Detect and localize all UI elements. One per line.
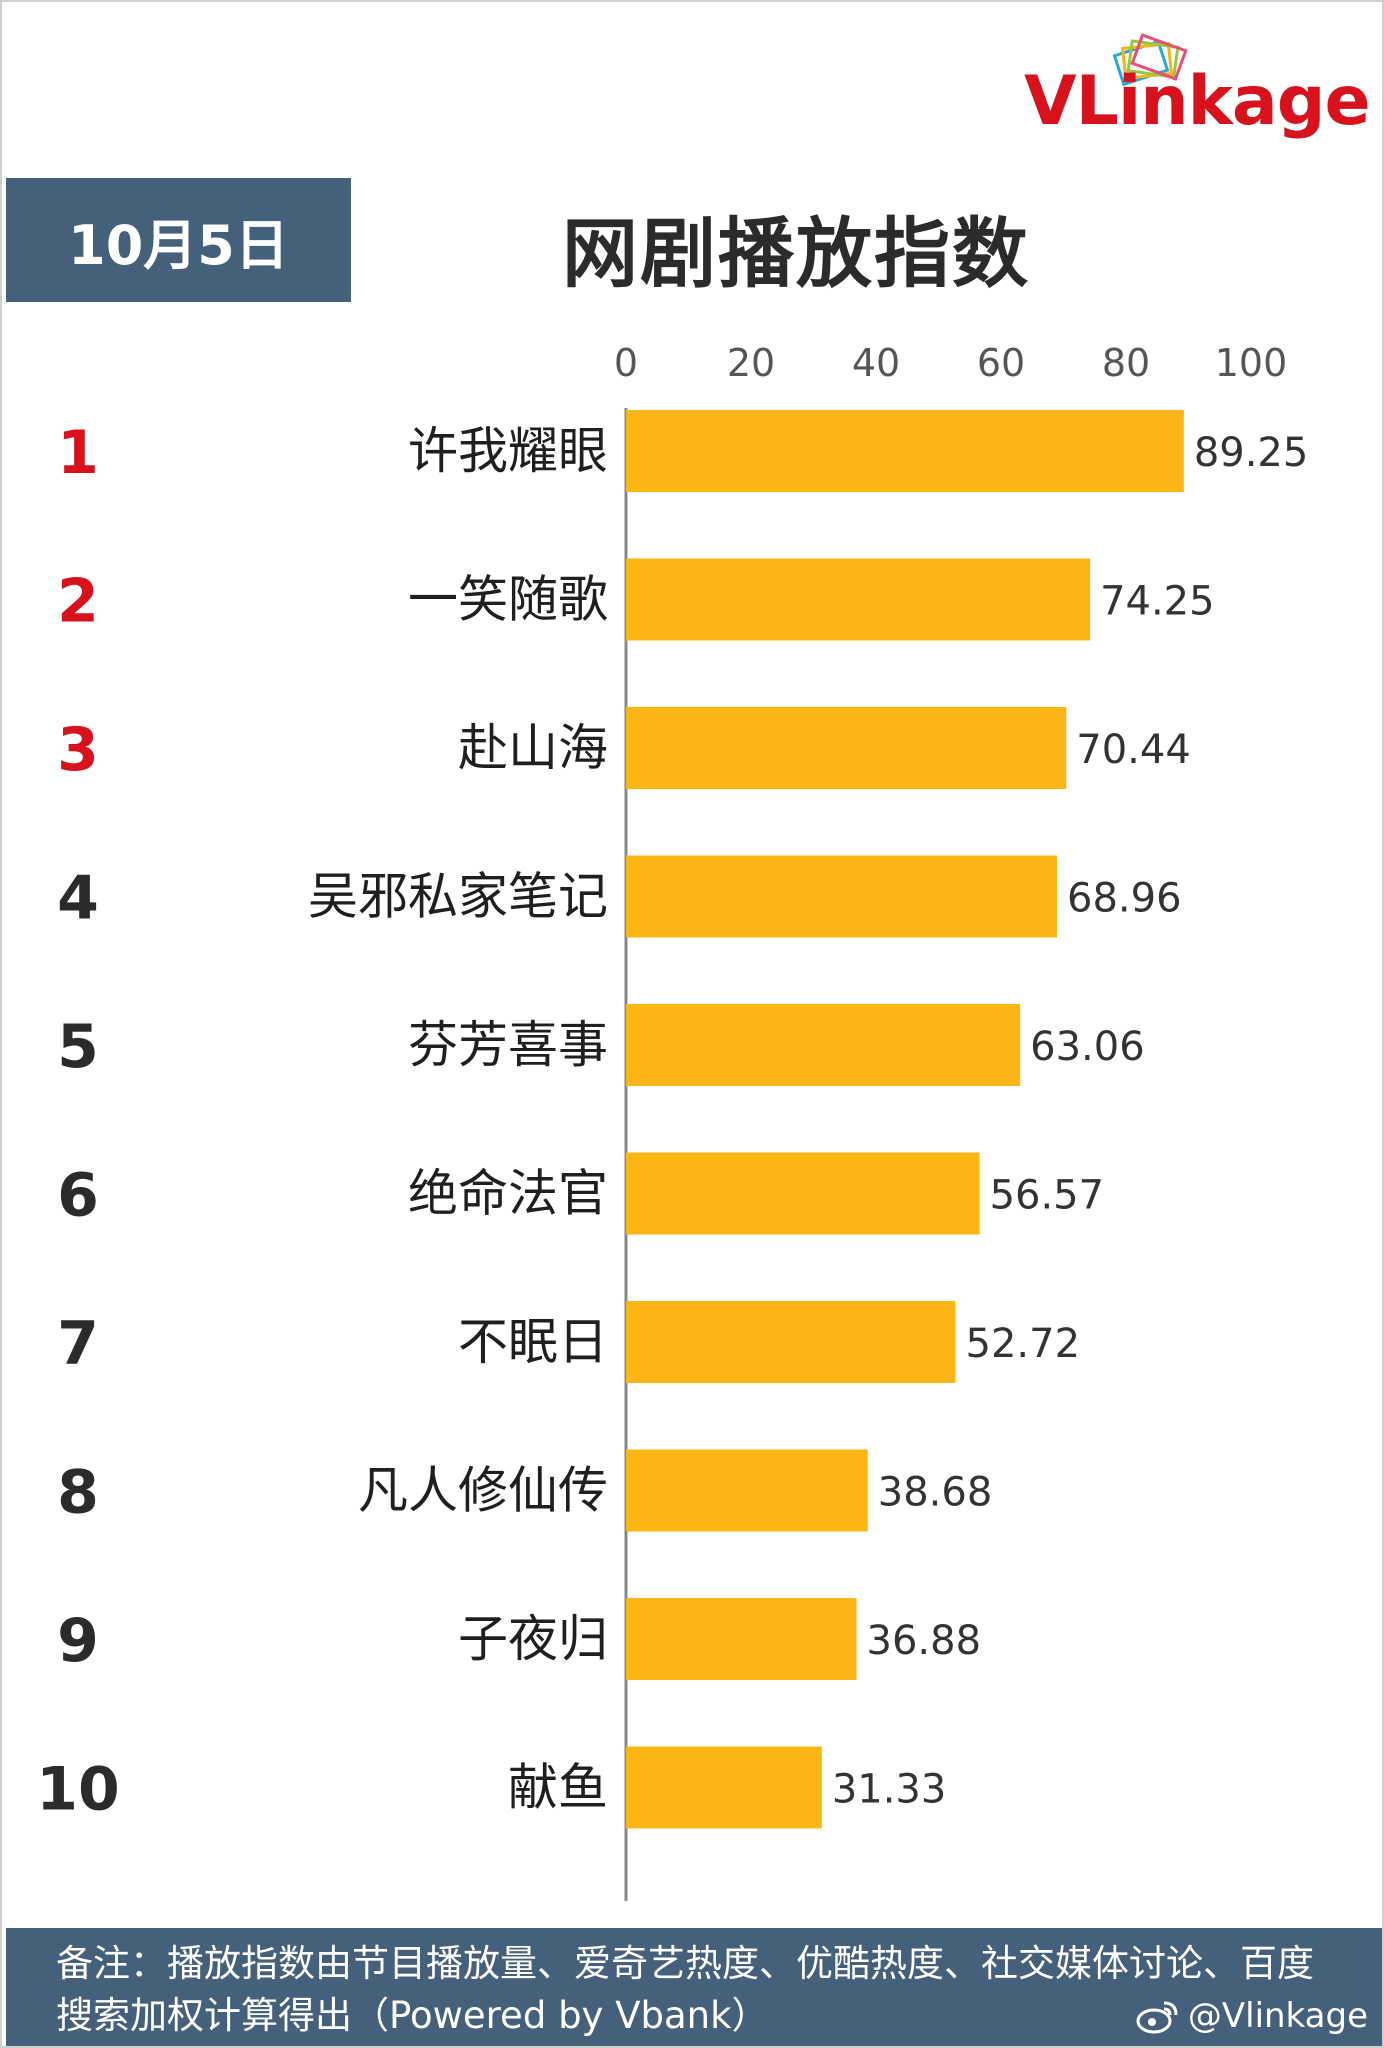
bar: [626, 1004, 1021, 1086]
value-label: 74.25: [1100, 579, 1215, 625]
rank-number: 10: [36, 1755, 120, 1825]
bar: [626, 1152, 980, 1235]
logo-wordmark: VLinkage: [1024, 62, 1371, 141]
rank-number: 5: [57, 1012, 99, 1082]
category-label: 赴山海: [458, 719, 608, 777]
value-label: 36.88: [867, 1618, 982, 1664]
category-label: 许我耀眼: [408, 422, 608, 480]
logo-frames-icon: [1112, 33, 1188, 87]
bar: [626, 707, 1067, 789]
bar: [626, 1449, 868, 1532]
weibo-icon: [1136, 2001, 1178, 2034]
bar: [626, 1301, 956, 1383]
rank-number: 2: [57, 567, 99, 637]
rank-number: 6: [57, 1161, 99, 1231]
rank-number: 3: [57, 715, 99, 785]
rank-number: 7: [57, 1309, 99, 1379]
x-tick-label: 60: [977, 341, 1025, 385]
category-label: 吴邪私家笔记: [308, 868, 608, 926]
category-label: 一笑随歌: [408, 571, 608, 629]
date-badge: 10月5日: [6, 178, 351, 302]
value-label: 70.44: [1076, 727, 1191, 773]
bar: [626, 1598, 857, 1680]
rank-number: 1: [57, 418, 99, 488]
weibo-handle-text: @Vlinkage: [1187, 1996, 1368, 2036]
x-tick-label: 20: [727, 341, 775, 385]
vlinkage-logo: VLinkage: [1024, 30, 1371, 150]
bar: [626, 855, 1057, 938]
value-label: 38.68: [878, 1470, 993, 1516]
bar: [626, 1746, 822, 1829]
chart-title: 网剧播放指数: [562, 209, 1030, 298]
value-label: 63.06: [1030, 1024, 1145, 1070]
value-label: 31.33: [832, 1767, 947, 1813]
x-tick-label: 40: [852, 341, 900, 385]
value-label: 68.96: [1067, 876, 1182, 922]
x-tick-label: 80: [1102, 341, 1150, 385]
bar: [626, 410, 1184, 492]
footer-note-bar: 备注：播放指数由节目播放量、爱奇艺热度、优酷热度、社交媒体讨论、百度搜索加权计算…: [6, 1928, 1382, 2046]
value-label: 56.57: [990, 1173, 1105, 1219]
category-label: 凡人修仙传: [358, 1462, 608, 1520]
bar: [626, 558, 1091, 641]
x-tick-label: 100: [1215, 341, 1288, 385]
rank-number: 8: [57, 1458, 99, 1528]
methodology-note: 备注：播放指数由节目播放量、爱奇艺热度、优酷热度、社交媒体讨论、百度搜索加权计算…: [56, 1942, 1314, 2037]
rank-number: 9: [57, 1606, 99, 1676]
category-label: 子夜归: [458, 1610, 608, 1668]
category-label: 绝命法官: [408, 1165, 608, 1223]
ranking-bar-chart: 0 20 40 60 80 100 1 许我耀眼 89.25 2 一笑随歌 74.25 3 赴山海 70.4…: [36, 341, 1309, 1901]
rank-number: 4: [57, 864, 99, 934]
category-label: 不眠日: [458, 1313, 608, 1371]
category-label: 芬芳喜事: [408, 1016, 608, 1074]
category-label: 献鱼: [508, 1759, 608, 1817]
value-label: 89.25: [1194, 430, 1309, 476]
weibo-handle: @Vlinkage: [1136, 1996, 1368, 2036]
value-label: 52.72: [966, 1321, 1081, 1367]
x-tick-label: 0: [614, 341, 638, 385]
